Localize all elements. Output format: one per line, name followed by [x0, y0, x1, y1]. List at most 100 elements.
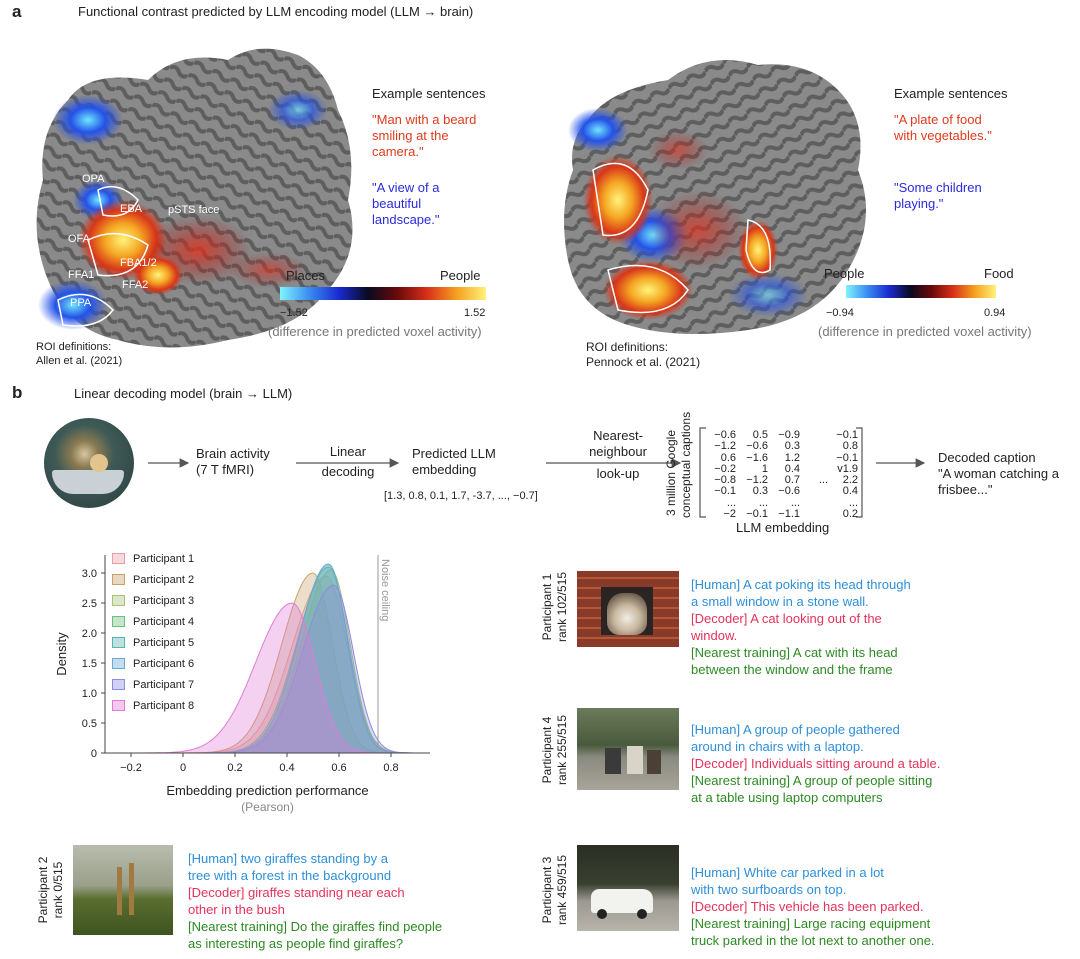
legend-label: Participant 2 — [133, 573, 195, 586]
matrix-row: −1.2 −0.6 0.3 0.8 — [706, 440, 858, 453]
example-captions-car: [Human] White car parked in a lot with t… — [691, 865, 935, 948]
decoded-caption: "A woman catching a frisbee..." — [938, 466, 1059, 497]
matrix-cell: −0.1 — [836, 451, 858, 464]
brain-activity-label: Brain activity (7 T fMRI) — [196, 446, 270, 477]
matrix-cell — [800, 498, 828, 509]
example-image-cat — [577, 571, 679, 647]
matrix-cell: 2.2 — [842, 474, 858, 487]
y-tick-label: 0.5 — [82, 718, 97, 730]
legend-item: Participant 4 — [112, 611, 194, 632]
brain-flatmap-right — [564, 60, 866, 334]
legend-item: Participant 6 — [112, 653, 194, 674]
x-tick-label: 0.8 — [383, 762, 398, 774]
matrix-cell — [800, 441, 828, 452]
matrix-cell: −1.1 — [778, 508, 800, 521]
example-participant-label: Participant 3 rank 459/515 — [540, 854, 569, 926]
matrix-row: 0.6 −1.6 1.2 −0.1 — [706, 451, 858, 464]
matrix-row: −0.8 −1.2 0.7... 2.2 — [706, 474, 858, 487]
brain-flatmap-left — [36, 48, 353, 348]
example-sentences-heading-left: Example sentences — [372, 86, 486, 101]
matrix-cell — [800, 486, 828, 497]
matrix-cell: −0.6 — [778, 485, 800, 498]
matrix-cell: −0.6 — [746, 440, 768, 453]
example-image-people — [577, 708, 679, 790]
colorbar-min-left: −1.52 — [280, 307, 308, 319]
y-tick-label: 1.0 — [82, 688, 97, 700]
colorbar-caption-right: (difference in predicted voxel activity) — [818, 324, 1032, 339]
matrix-cell: −0.1 — [836, 429, 858, 441]
predicted-embedding-label: Predicted LLM embedding — [412, 446, 496, 477]
matrix-row: −0.1 0.3 −0.6 0.4 — [706, 485, 858, 498]
roi-label: FFA1 — [68, 269, 95, 281]
matrix-cell: 0.2 — [842, 508, 858, 521]
matrix-row: ............ — [706, 496, 858, 509]
decoded-caption-heading: Decoded caption — [938, 450, 1036, 465]
example-sentences-heading-right: Example sentences — [894, 86, 1008, 101]
legend-swatch — [112, 595, 125, 606]
colorbar-left-label-right: People — [824, 266, 865, 281]
colorbar-max-right: 0.94 — [984, 307, 1006, 319]
panel-a-title: Functional contrast predicted by LLM enc… — [78, 4, 474, 19]
matrix-cell: ... — [726, 496, 736, 509]
matrix-cell: 0.7 — [784, 474, 800, 487]
x-tick-label: −0.2 — [120, 762, 142, 774]
example-image-car — [577, 845, 679, 931]
example-captions-people: [Human] A group of people gathered aroun… — [691, 722, 941, 805]
y-tick-label: 3.0 — [82, 568, 97, 580]
x-axis-label: Embedding prediction performance — [166, 783, 368, 798]
colorbar-left-label: Places — [286, 268, 326, 283]
matrix-cell: 1 — [761, 462, 768, 475]
matrix-row: −0.6 0.5 −0.9 −0.1 — [706, 429, 858, 441]
matrix-cell: −0.8 — [714, 474, 736, 487]
legend-item: Participant 3 — [112, 590, 194, 611]
matrix-cell: −1.6 — [746, 451, 768, 464]
legend-swatch — [112, 637, 125, 648]
matrix-cell: 1.2 — [784, 451, 800, 464]
roi-label: pSTS face — [168, 204, 220, 216]
matrix-cell: ... — [818, 474, 828, 487]
y-tick-label: 0 — [91, 748, 97, 760]
legend-swatch — [112, 679, 125, 690]
noise-ceiling-label: Noise ceiling — [379, 559, 391, 621]
matrix-cell: ... — [848, 496, 858, 509]
example-captions-giraffes: [Human] two giraffes standing by a tree … — [188, 851, 443, 951]
matrix-cell: −0.2 — [714, 462, 736, 475]
matrix-cell: −0.1 — [714, 485, 736, 498]
legend-item: Participant 1 — [112, 548, 194, 569]
matrix-bottom-label: LLM embedding — [736, 520, 830, 535]
legend-swatch — [112, 658, 125, 669]
colorbar-right — [846, 285, 996, 298]
legend-label: Participant 3 — [133, 594, 195, 607]
legend-swatch — [112, 574, 125, 585]
legend-label: Participant 8 — [133, 699, 195, 712]
example-sentence-blue-left: "A view of a beautiful landscape." — [372, 180, 440, 227]
matrix-cell: −0.1 — [746, 508, 768, 521]
matrix-cell: −0.6 — [714, 429, 736, 441]
y-tick-label: 2.5 — [82, 598, 97, 610]
matrix-cell: 0.5 — [752, 429, 768, 441]
pipeline-arrows — [148, 427, 926, 518]
matrix-cell: ... — [758, 496, 768, 509]
matrix-cell: −2 — [723, 508, 736, 521]
panel-b-letter: b — [12, 383, 23, 402]
example-participant-label: Participant 4 rank 255/515 — [540, 714, 569, 786]
legend-swatch — [112, 700, 125, 711]
matrix-cell: 0.3 — [784, 440, 800, 453]
colorbar-caption-left: (difference in predicted voxel activity) — [268, 324, 482, 339]
example-participant-label: Participant 2 rank 0/515 — [36, 856, 65, 924]
colorbar-left — [280, 287, 486, 300]
density-chart: Noise ceiling 0 0.5 1.0 1.5 2.0 2.5 3.0 −0.2 0 0.2… — [54, 555, 430, 814]
linear-decoding-label: Linear decoding — [321, 444, 375, 479]
legend-label: Participant 4 — [133, 615, 195, 628]
matrix-cell — [800, 430, 828, 441]
example-sentence-blue-right: "Some children playing." — [894, 180, 982, 211]
matrix-cell: −1.2 — [714, 440, 736, 453]
x-axis-sublabel: (Pearson) — [241, 800, 294, 814]
example-image-giraffes — [73, 845, 173, 935]
roi-label: FBA1/2 — [120, 257, 157, 269]
x-tick-label: 0.6 — [331, 762, 346, 774]
matrix-cell: v1.9 — [837, 462, 858, 475]
example-captions-cat: [Human] A cat poking its head through a … — [691, 577, 911, 677]
y-axis-label: Density — [54, 632, 69, 676]
roi-label: OFA — [68, 233, 91, 245]
